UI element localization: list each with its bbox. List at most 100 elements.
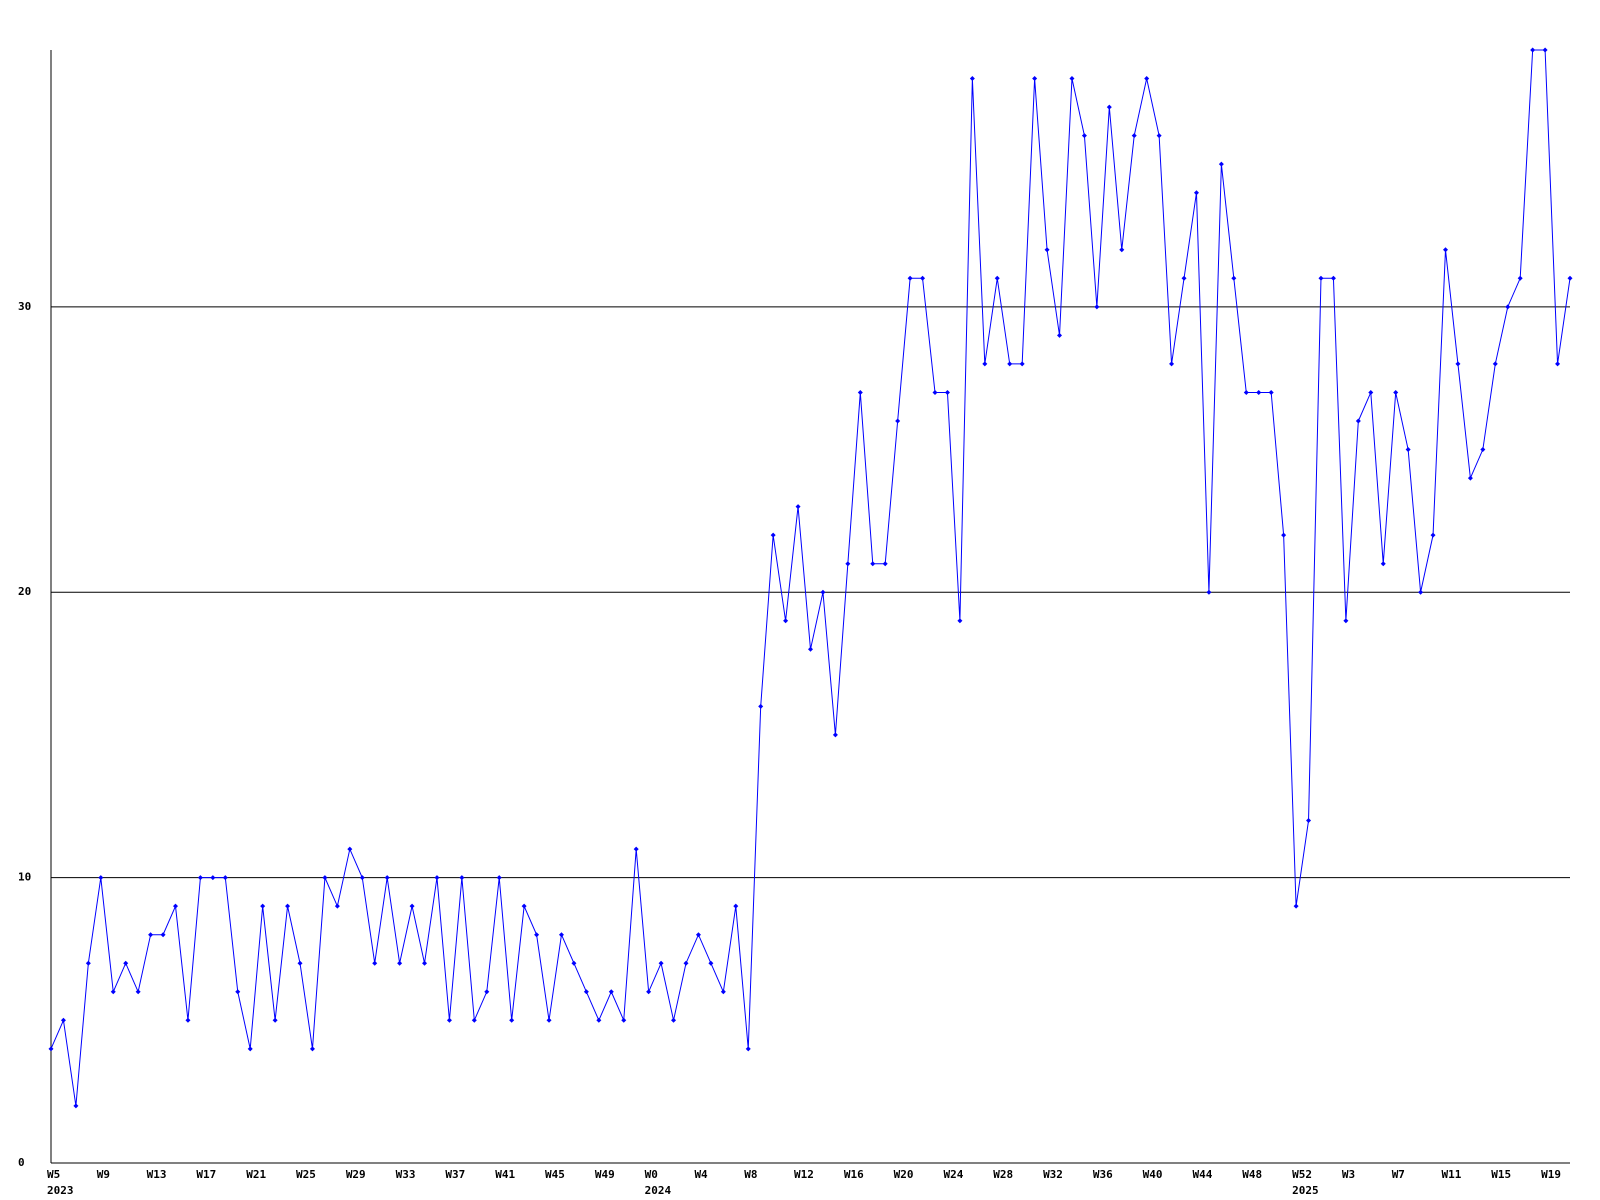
point	[73, 1103, 79, 1109]
point	[422, 960, 428, 966]
point	[558, 932, 564, 938]
point	[509, 1017, 515, 1023]
point	[1530, 47, 1536, 53]
x-tick-label: W37	[445, 1168, 465, 1181]
x-tick-label: W4	[694, 1168, 708, 1181]
point	[1405, 447, 1411, 453]
point	[820, 589, 826, 595]
point	[1268, 389, 1274, 395]
y-tick-label: 10	[18, 871, 31, 884]
x-tick-label: W36	[1093, 1168, 1113, 1181]
point	[135, 989, 141, 995]
point	[882, 561, 888, 567]
x-tick-label: W48	[1242, 1168, 1262, 1181]
x-tick-label: W8	[744, 1168, 757, 1181]
point	[173, 903, 179, 909]
point	[832, 732, 838, 738]
point	[1505, 304, 1511, 310]
point	[633, 846, 639, 852]
point	[1007, 361, 1013, 367]
point	[434, 875, 440, 881]
point	[1044, 247, 1050, 253]
x-tick-label: W15	[1491, 1168, 1511, 1181]
point	[1368, 389, 1374, 395]
point	[920, 275, 926, 281]
x-tick-label: W9	[97, 1168, 110, 1181]
point	[783, 618, 789, 624]
point	[1467, 475, 1473, 481]
point	[1057, 332, 1063, 338]
point	[1069, 76, 1075, 82]
point	[1081, 133, 1087, 139]
x-tick-label: W3	[1342, 1168, 1355, 1181]
point	[285, 903, 291, 909]
point	[608, 989, 614, 995]
point	[1418, 589, 1424, 595]
point	[384, 875, 390, 881]
point	[1119, 247, 1125, 253]
point	[60, 1017, 66, 1023]
point	[646, 989, 652, 995]
point	[496, 875, 502, 881]
point	[1019, 361, 1025, 367]
point	[546, 1017, 552, 1023]
x-year-label: 2023	[47, 1184, 74, 1197]
point	[397, 960, 403, 966]
x-tick-label: W12	[794, 1168, 814, 1181]
point	[1156, 133, 1162, 139]
point	[795, 504, 801, 510]
point	[1430, 532, 1436, 538]
y-tick-label: 30	[18, 300, 31, 313]
point	[596, 1017, 602, 1023]
point	[322, 875, 328, 881]
point	[808, 646, 813, 652]
point	[1380, 561, 1386, 567]
point	[48, 1046, 54, 1052]
point	[297, 960, 303, 966]
point	[484, 989, 490, 995]
x-tick-label: W5	[47, 1168, 60, 1181]
point	[1542, 47, 1548, 53]
point	[1306, 818, 1312, 824]
point	[235, 989, 241, 995]
point	[446, 1017, 452, 1023]
point	[1393, 389, 1399, 395]
point	[1567, 275, 1573, 281]
point	[708, 960, 714, 966]
x-tick-label: W16	[844, 1168, 864, 1181]
point	[334, 903, 340, 909]
point	[148, 932, 154, 938]
point	[534, 932, 540, 938]
x-tick-label: W13	[147, 1168, 167, 1181]
point	[1193, 190, 1199, 196]
point	[222, 875, 228, 881]
x-tick-label: W7	[1392, 1168, 1405, 1181]
point	[459, 875, 465, 881]
x-tick-label: W52	[1292, 1168, 1312, 1181]
point	[1231, 275, 1237, 281]
x-tick-label: W19	[1541, 1168, 1561, 1181]
point	[870, 561, 876, 567]
point	[658, 960, 664, 966]
x-tick-label: W20	[894, 1168, 914, 1181]
y-tick-label: 20	[18, 585, 31, 598]
point	[695, 932, 701, 938]
point	[1318, 275, 1324, 281]
point	[160, 932, 166, 938]
point	[409, 903, 415, 909]
point	[347, 846, 353, 852]
point	[982, 361, 988, 367]
point	[758, 703, 764, 709]
point	[185, 1017, 191, 1023]
point	[372, 960, 378, 966]
point	[1181, 275, 1187, 281]
x-tick-label: W24	[943, 1168, 963, 1181]
point	[110, 989, 116, 995]
point	[1243, 389, 1249, 395]
x-tick-label: W40	[1143, 1168, 1163, 1181]
point	[857, 389, 863, 395]
point	[85, 960, 91, 966]
point	[359, 875, 365, 881]
point	[895, 418, 901, 424]
